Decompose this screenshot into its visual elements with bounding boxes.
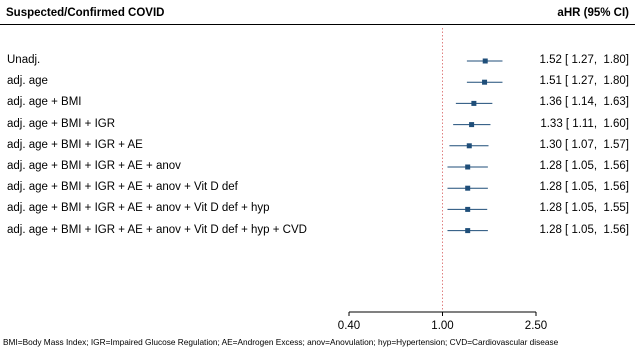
point-estimate [482, 79, 488, 85]
row-label: adj. age + BMI + IGR + AE + anov + Vit D… [7, 223, 307, 236]
row-label: adj. age + BMI + IGR + AE + anov + Vit D… [7, 181, 238, 194]
row-label: Unadj. [7, 54, 41, 66]
row-label: adj. age [7, 75, 48, 88]
point-estimate [465, 185, 471, 191]
point-estimate [471, 100, 477, 106]
row-label: adj. age + BMI + IGR + AE [7, 138, 143, 151]
row-value: 1.28 [ 1.05, 1.56] [539, 160, 629, 172]
point-estimate [466, 143, 472, 149]
footnote: BMI=Body Mass Index; IGR=Impaired Glucos… [3, 337, 559, 347]
row-value: 1.28 [ 1.05, 1.55] [539, 202, 629, 215]
x-tick-label: 2.50 [525, 320, 547, 332]
x-tick-label: 1.00 [431, 320, 453, 332]
row-value: 1.30 [ 1.07, 1.57] [539, 138, 629, 151]
point-estimate [469, 122, 475, 128]
row-value: 1.36 [ 1.14, 1.63] [539, 96, 629, 109]
header-divider [0, 24, 635, 25]
row-label: adj. age + BMI + IGR + AE + anov [7, 160, 181, 172]
row-label: adj. age + BMI + IGR [7, 117, 116, 130]
column-header-outcome: Suspected/Confirmed COVID [6, 7, 165, 19]
row-value: 1.28 [ 1.05, 1.56] [539, 181, 629, 194]
point-estimate [465, 164, 471, 170]
row-value: 1.33 [ 1.11, 1.60] [540, 117, 629, 130]
row-value: 1.51 [ 1.27, 1.80] [539, 75, 629, 88]
row-label: adj. age + BMI [7, 96, 82, 109]
point-estimate [482, 58, 488, 64]
row-value: 1.52 [ 1.27, 1.80] [539, 54, 629, 66]
row-value: 1.28 [ 1.05, 1.56] [539, 223, 629, 236]
column-header-ahr: aHR (95% CI) [557, 7, 629, 19]
point-estimate [465, 228, 471, 234]
row-label: adj. age + BMI + IGR + AE + anov + Vit D… [7, 202, 270, 215]
point-estimate [465, 206, 471, 212]
x-tick-label: 0.40 [338, 320, 360, 332]
